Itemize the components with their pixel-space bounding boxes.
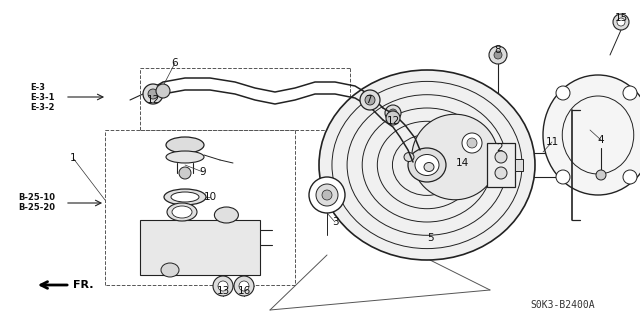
Circle shape	[495, 151, 507, 163]
Ellipse shape	[171, 192, 199, 202]
Circle shape	[360, 90, 380, 110]
Circle shape	[239, 281, 249, 291]
Circle shape	[218, 281, 228, 291]
Ellipse shape	[412, 114, 498, 200]
Text: 4: 4	[598, 135, 604, 145]
Bar	[515, 159, 523, 171]
Ellipse shape	[166, 137, 204, 153]
Text: E-3: E-3	[30, 83, 45, 92]
Circle shape	[623, 86, 637, 100]
Circle shape	[617, 18, 625, 26]
Circle shape	[467, 138, 477, 148]
Text: 14: 14	[456, 158, 468, 168]
Text: FR.: FR.	[73, 280, 93, 290]
Circle shape	[596, 170, 606, 180]
Circle shape	[389, 109, 397, 117]
Ellipse shape	[408, 148, 446, 182]
Circle shape	[309, 177, 345, 213]
Text: E-3-1: E-3-1	[30, 93, 54, 101]
Circle shape	[494, 51, 502, 59]
Text: 6: 6	[172, 58, 179, 68]
Circle shape	[148, 89, 158, 99]
Circle shape	[385, 105, 401, 121]
Ellipse shape	[319, 70, 535, 260]
Ellipse shape	[543, 75, 640, 195]
Text: 1: 1	[70, 153, 76, 163]
Circle shape	[143, 84, 163, 104]
Bar	[487, 143, 515, 187]
Ellipse shape	[161, 263, 179, 277]
Text: 10: 10	[204, 192, 216, 202]
Circle shape	[365, 95, 375, 105]
Text: E-3-2: E-3-2	[30, 102, 54, 112]
Circle shape	[613, 14, 629, 30]
Circle shape	[386, 111, 400, 125]
Circle shape	[213, 276, 233, 296]
Text: 11: 11	[545, 137, 559, 147]
Circle shape	[623, 170, 637, 184]
Ellipse shape	[404, 152, 414, 161]
Text: 16: 16	[237, 286, 251, 296]
Text: 12: 12	[147, 95, 159, 105]
Ellipse shape	[164, 189, 206, 205]
Circle shape	[462, 133, 482, 153]
Circle shape	[322, 190, 332, 200]
Text: 9: 9	[200, 167, 206, 177]
Ellipse shape	[166, 151, 204, 163]
Circle shape	[495, 167, 507, 179]
Polygon shape	[140, 220, 260, 275]
Circle shape	[556, 86, 570, 100]
Text: 12: 12	[387, 116, 399, 126]
Ellipse shape	[424, 162, 434, 172]
Text: 7: 7	[365, 95, 371, 105]
Circle shape	[489, 46, 507, 64]
Text: 15: 15	[614, 13, 628, 23]
Ellipse shape	[214, 207, 238, 223]
Circle shape	[234, 276, 254, 296]
Circle shape	[316, 184, 338, 206]
Text: B-25-10: B-25-10	[18, 194, 55, 203]
Circle shape	[556, 170, 570, 184]
Text: S0K3-B2400A: S0K3-B2400A	[530, 300, 595, 310]
Text: 3: 3	[332, 217, 339, 227]
Text: 2: 2	[497, 143, 503, 153]
Ellipse shape	[167, 203, 197, 221]
Text: 13: 13	[216, 286, 230, 296]
Text: 8: 8	[495, 45, 501, 55]
Circle shape	[156, 84, 170, 98]
Circle shape	[179, 167, 191, 179]
Text: B-25-20: B-25-20	[18, 204, 55, 212]
Ellipse shape	[415, 154, 439, 175]
Ellipse shape	[172, 206, 192, 218]
Text: 5: 5	[427, 233, 433, 243]
